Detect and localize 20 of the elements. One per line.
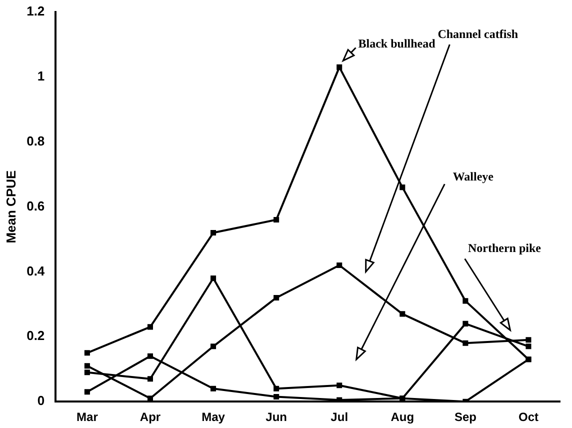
y-tick-label: 0.4 xyxy=(26,263,46,278)
y-tick-label: 0.8 xyxy=(26,133,45,148)
y-tick-label: 0.2 xyxy=(26,328,45,344)
text: Northern pike xyxy=(468,241,542,256)
x-tick-label: Sep xyxy=(454,410,476,424)
y-tick-label: 1 xyxy=(37,68,45,84)
x-tick-label: Apr xyxy=(140,410,161,424)
text: Channel catfish xyxy=(438,26,518,41)
text: Walleye xyxy=(452,170,494,184)
y-axis-title: Mean CPUE xyxy=(3,170,18,244)
x-tick-label: Jul xyxy=(330,410,348,424)
x-tick-label: Jun xyxy=(266,410,287,424)
x-tick-label: Aug xyxy=(390,410,414,424)
x-tick-label: May xyxy=(202,410,226,424)
y-tick-label: 1.2 xyxy=(26,4,45,19)
y-tick-label: 0 xyxy=(37,393,45,408)
y-tick-label: 0.6 xyxy=(26,198,45,214)
x-tick-label: Mar xyxy=(76,410,98,424)
x-tick-label: Oct xyxy=(518,410,538,424)
series-label: Black bullhead xyxy=(358,36,436,51)
